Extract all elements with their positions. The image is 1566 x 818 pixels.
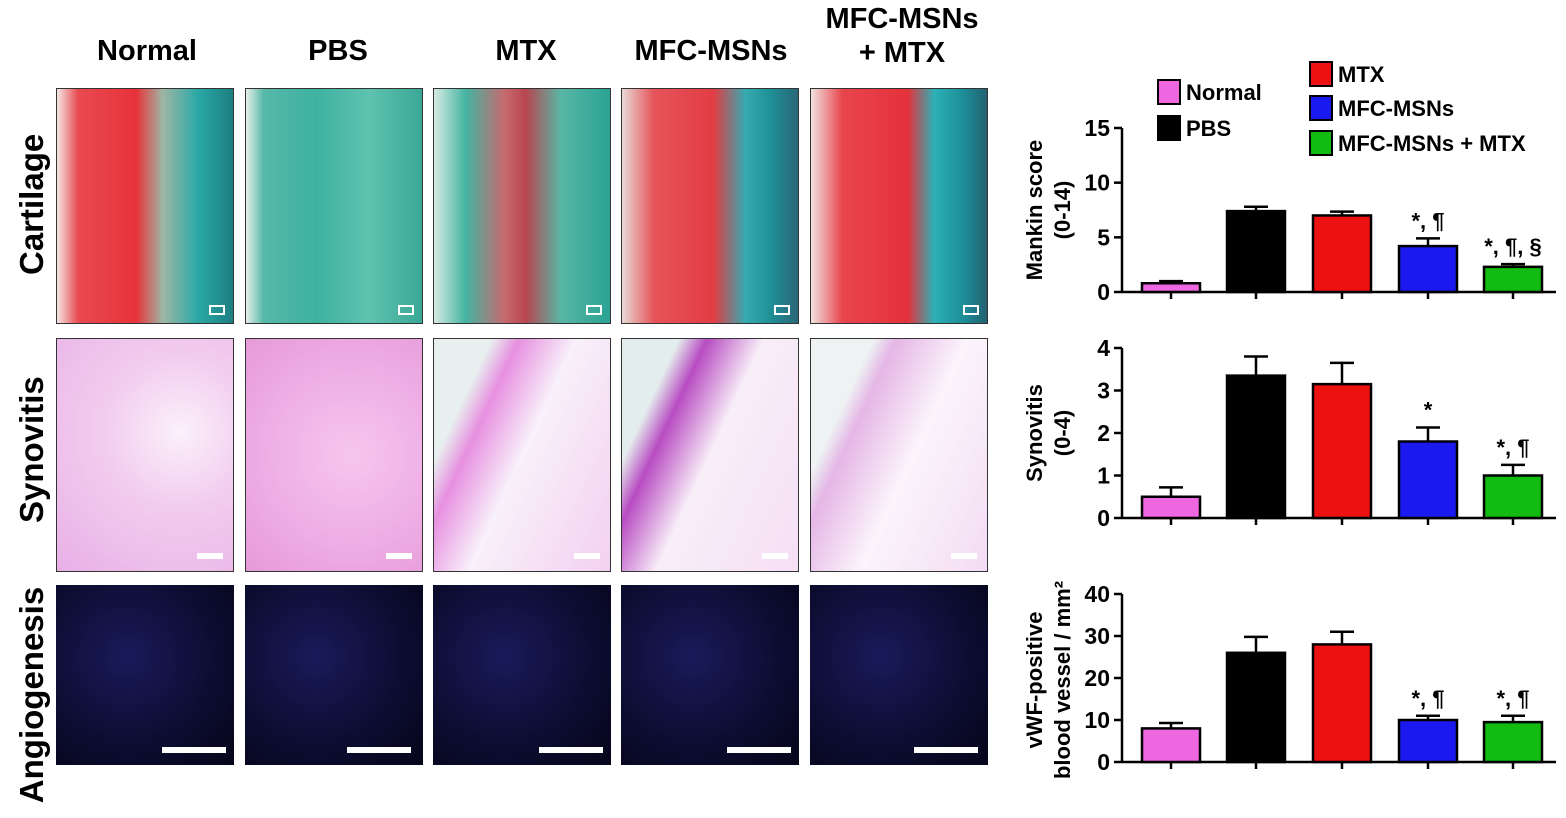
y-tick-label: 2 bbox=[1097, 420, 1110, 446]
y-tick-label: 40 bbox=[1084, 581, 1110, 607]
y-tick-label: 10 bbox=[1084, 707, 1110, 733]
legend-swatch bbox=[1157, 115, 1181, 141]
image-synovitis-mtx bbox=[433, 338, 611, 572]
significance-label: *, ¶ bbox=[1496, 435, 1529, 460]
column-title-mtx: MTX bbox=[495, 35, 557, 67]
column-title-mfc-msns-mtx: MFC-MSNs + MTX bbox=[825, 3, 979, 69]
legend-label: MFC-MSNs + MTX bbox=[1338, 131, 1526, 156]
y-axis-label: Mankin score (0-14) bbox=[1022, 140, 1075, 281]
significance-label: *, ¶, § bbox=[1484, 234, 1541, 259]
image-synovitis-pbs bbox=[245, 338, 423, 572]
y-tick-label: 1 bbox=[1097, 463, 1110, 489]
image-synovitis-mfc-msns-mtx bbox=[810, 338, 988, 572]
legend-swatch bbox=[1309, 61, 1333, 87]
significance-label: *, ¶ bbox=[1496, 686, 1529, 711]
bar-mfc-msns-mtx bbox=[1482, 720, 1544, 764]
image-angiogenesis-normal bbox=[56, 585, 234, 765]
bar-pbs bbox=[1225, 374, 1287, 520]
significance-label: *, ¶ bbox=[1411, 208, 1444, 233]
significance-label: *, ¶ bbox=[1411, 686, 1444, 711]
y-tick-label: 5 bbox=[1097, 224, 1110, 250]
y-tick-label: 0 bbox=[1097, 505, 1110, 531]
image-angiogenesis-mtx bbox=[433, 585, 611, 765]
bar-normal bbox=[1140, 727, 1202, 764]
image-synovitis-mfc-msns bbox=[621, 338, 799, 572]
legend-label: Normal bbox=[1186, 80, 1262, 105]
y-tick-label: 4 bbox=[1097, 335, 1110, 361]
bar-pbs bbox=[1225, 209, 1287, 294]
legend-label: MFC-MSNs bbox=[1338, 96, 1454, 121]
legend-swatch bbox=[1157, 79, 1181, 105]
image-cartilage-mfc-msns bbox=[621, 88, 799, 324]
bar-mfc-msns-mtx bbox=[1482, 265, 1544, 294]
legend: Normal PBS MTX MFC-MSNs MFC-MSNs + MTX bbox=[1157, 61, 1526, 156]
y-axis-label: vWF-positive blood vessel / mm² bbox=[1022, 581, 1075, 779]
column-title-normal: Normal bbox=[97, 35, 197, 67]
y-tick-label: 10 bbox=[1084, 170, 1110, 196]
y-axis-label: Synovitis (0-4) bbox=[1022, 384, 1075, 482]
image-synovitis-normal bbox=[56, 338, 234, 572]
legend-label: PBS bbox=[1186, 116, 1231, 141]
bar-mfc-msns bbox=[1397, 718, 1459, 764]
bar-mfc-msns bbox=[1397, 244, 1459, 294]
legend-label: MTX bbox=[1338, 62, 1385, 87]
y-tick-label: 0 bbox=[1097, 749, 1110, 775]
bar-normal bbox=[1140, 282, 1202, 294]
image-angiogenesis-mfc-msns bbox=[621, 585, 799, 765]
bar-mfc-msns bbox=[1397, 440, 1459, 520]
column-title-mfc-msns: MFC-MSNs bbox=[634, 35, 788, 67]
image-cartilage-pbs bbox=[245, 88, 423, 324]
y-tick-label: 3 bbox=[1097, 378, 1110, 404]
significance-label: * bbox=[1424, 397, 1433, 422]
y-tick-label: 0 bbox=[1097, 279, 1110, 305]
chart-2: 0 1 2 3 4 * *, ¶ Synovitis (0-4) bbox=[1022, 335, 1556, 531]
legend-swatch bbox=[1309, 130, 1333, 156]
image-cartilage-mfc-msns-mtx bbox=[810, 88, 988, 324]
chart-3: 0 10 20 30 40 *, ¶ *, ¶ vWF-positive blood vesse… bbox=[1022, 581, 1556, 779]
bar-normal bbox=[1140, 495, 1202, 520]
image-angiogenesis-mfc-msns-mtx bbox=[810, 585, 988, 765]
image-angiogenesis-pbs bbox=[245, 585, 423, 765]
column-title-pbs: PBS bbox=[308, 35, 368, 67]
image-cartilage-normal bbox=[56, 88, 234, 324]
image-cartilage-mtx bbox=[433, 88, 611, 324]
y-tick-label: 30 bbox=[1084, 623, 1110, 649]
y-tick-label: 20 bbox=[1084, 665, 1110, 691]
bar-mtx bbox=[1311, 214, 1373, 294]
y-tick-label: 15 bbox=[1084, 115, 1110, 141]
chart-1: 0 5 10 15 *, ¶ *, ¶, § Mankin score (0-14) bbox=[1022, 115, 1556, 305]
bar-mfc-msns-mtx bbox=[1482, 474, 1544, 520]
legend-swatch bbox=[1309, 95, 1333, 121]
bar-mtx bbox=[1311, 643, 1373, 764]
bar-pbs bbox=[1225, 651, 1287, 764]
bar-mtx bbox=[1311, 382, 1373, 520]
